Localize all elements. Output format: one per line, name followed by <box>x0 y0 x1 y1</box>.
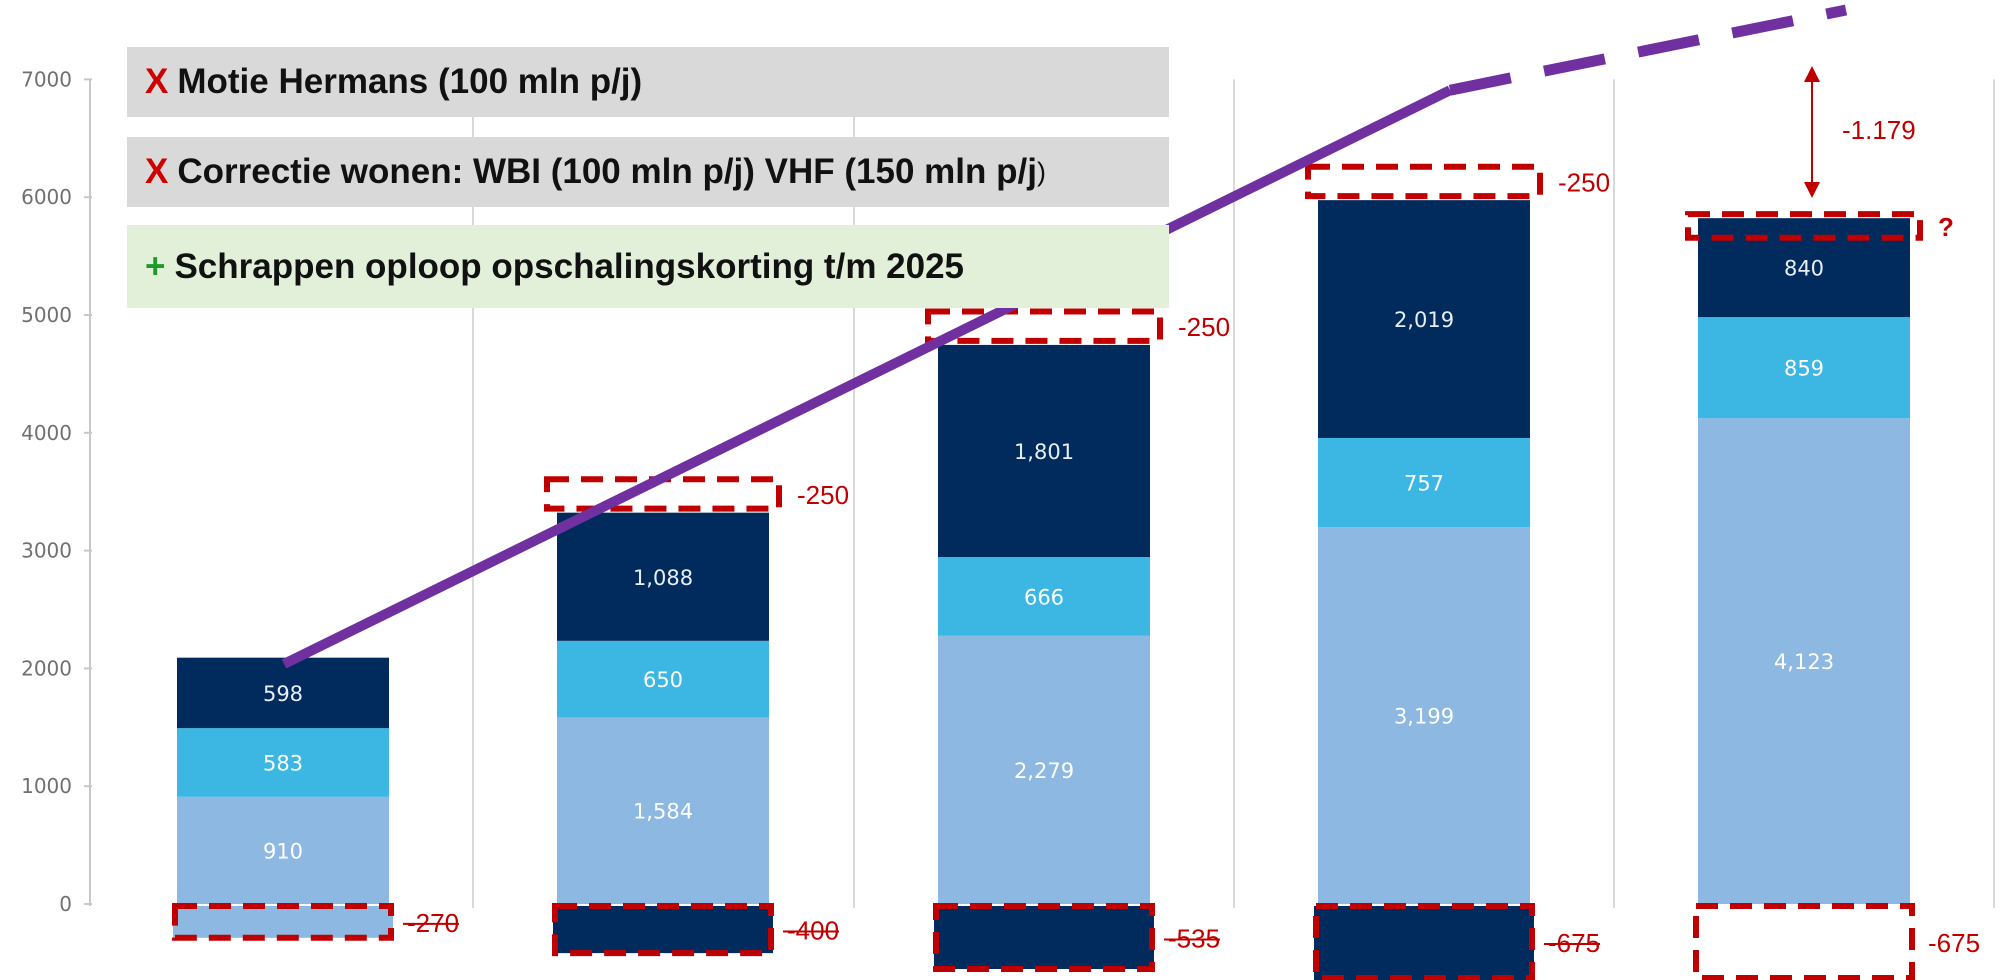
bottom-adjustment-fill <box>1314 906 1534 980</box>
bar-segment <box>177 728 389 797</box>
bottom-adjustment-fill <box>934 906 1154 970</box>
bar-value-label: 598 <box>263 682 303 706</box>
bottom-adjustment-fill <box>173 906 393 938</box>
y-tick-label: 2000 <box>21 656 72 680</box>
y-tick-label: 4000 <box>21 421 72 445</box>
y-tick-label: 5000 <box>21 303 72 327</box>
x-mark-icon: X <box>145 62 169 101</box>
bottom-adjustment-fill <box>553 906 773 954</box>
bar-segment <box>557 640 769 718</box>
bottom-adjustment-box <box>172 903 394 941</box>
top-adjustment-label: -250 <box>1558 167 1610 197</box>
x-mark-icon: X <box>145 152 169 191</box>
bar-value-label: 2,279 <box>1014 759 1074 783</box>
y-tick-label: 0 <box>59 892 72 916</box>
callout-text: Schrappen oploop opschalingskorting t/m … <box>174 246 965 286</box>
top-adjustment-label: ? <box>1938 212 1954 242</box>
bar-segment <box>1318 527 1530 904</box>
callout-text: Motie Hermans (100 mln p/j) <box>177 62 643 101</box>
callout-motie-hermans: X Motie Hermans (100 mln p/j) <box>127 47 1169 117</box>
bar-segment <box>1318 437 1530 528</box>
callout-text: Correctie wonen: WBI (100 mln p/j) VHF (… <box>177 152 1037 191</box>
bar-value-label: 840 <box>1784 257 1824 281</box>
callout-correctie-wonen: X Correctie wonen: WBI (100 mln p/j) VHF… <box>127 137 1169 207</box>
bar-segment <box>557 717 769 904</box>
gap-arrow-head-down <box>1804 182 1820 198</box>
bar-value-label: 1,088 <box>633 566 693 590</box>
trend-line-dashed <box>1448 4 1848 96</box>
bar-segment <box>557 512 769 641</box>
bar-value-label: 910 <box>263 839 303 863</box>
bar-value-label: 666 <box>1024 585 1064 609</box>
gap-arrow-head-up <box>1804 66 1820 82</box>
bar-value-label: 1,801 <box>1014 440 1074 464</box>
bottom-adjustment-box <box>1313 903 1535 980</box>
top-adjustment-label: -250 <box>1178 312 1230 342</box>
bar-value-label: 650 <box>643 668 683 692</box>
bar-segment <box>938 635 1150 904</box>
bar-value-label: 3,199 <box>1394 705 1454 729</box>
bar-segment <box>938 557 1150 636</box>
callout-schrappen-oploop: + Schrappen oploop opschalingskorting t/… <box>127 225 1169 308</box>
top-adjustment-box <box>1685 211 1923 241</box>
trend-line-solid <box>281 85 1453 669</box>
bar-segment <box>1698 218 1910 318</box>
bar-segment <box>1698 317 1910 419</box>
y-tick-label: 6000 <box>21 185 72 209</box>
bars-layer: 910 583 598 1,584 650 1,088 2,279 666 1,801 3,199… <box>177 200 1910 904</box>
y-tick-label: 7000 <box>21 67 72 91</box>
grid-layer: 0 1000 2000 3000 4000 5000 6000 7000 <box>21 67 1995 916</box>
bar-segment <box>177 657 389 729</box>
top-adjustment-label: -250 <box>797 480 849 510</box>
annotation-layer: -1.179 <box>1804 66 1916 198</box>
bottom-adjustment-box <box>1693 903 1915 980</box>
bar-value-label: 4,123 <box>1774 650 1834 674</box>
bar-value-label: 2,019 <box>1394 308 1454 332</box>
bottom-adjustment-label: -675 <box>1928 928 1980 958</box>
trend-line-layer <box>281 4 1848 669</box>
y-tick-label: 1000 <box>21 774 72 798</box>
top-adjustment-box <box>544 476 782 512</box>
bottom-adjustment-box <box>933 903 1155 973</box>
gap-annotation-label: -1.179 <box>1842 115 1916 145</box>
bar-value-label: 1,584 <box>633 800 693 824</box>
adjustment-layer: -250-250-250?-270 -400 -535 -675 -675 <box>172 163 1980 980</box>
bar-value-label: 583 <box>263 751 303 775</box>
bar-segment <box>938 344 1150 558</box>
top-adjustment-box <box>925 308 1163 344</box>
bar-value-label: 757 <box>1404 472 1444 496</box>
callout-text-tail: ) <box>1036 156 1046 187</box>
plus-mark-icon: + <box>145 246 166 286</box>
bar-segment <box>1318 200 1530 438</box>
bar-segment <box>1698 418 1910 904</box>
y-tick-label: 3000 <box>21 539 72 563</box>
top-adjustment-box <box>1305 163 1543 200</box>
bottom-adjustment-box <box>552 903 774 957</box>
bar-segment <box>177 796 389 904</box>
bar-value-label: 859 <box>1784 357 1824 381</box>
